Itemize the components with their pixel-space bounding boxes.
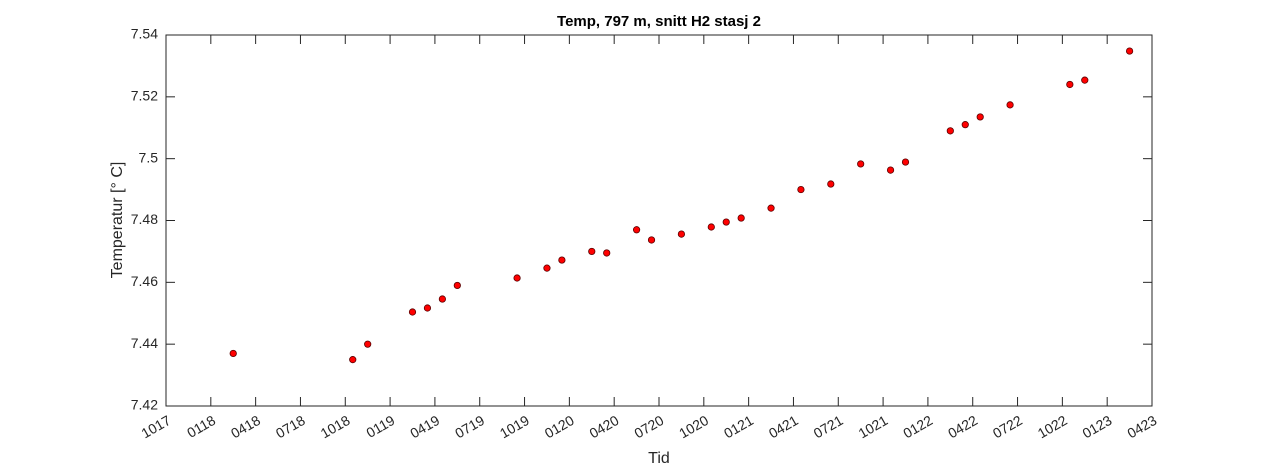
x-tick-label: 0121 — [721, 412, 756, 442]
x-tick-label: 0422 — [945, 412, 980, 442]
y-tick-label: 7.46 — [131, 273, 158, 289]
data-point — [737, 214, 745, 222]
x-tick-label: 0420 — [587, 412, 622, 442]
data-point — [647, 236, 656, 244]
data-point — [886, 166, 895, 174]
data-point — [857, 160, 865, 168]
x-tick-label: 0118 — [184, 412, 218, 441]
y-tick-label: 7.48 — [131, 211, 158, 227]
x-tick-label: 1020 — [676, 412, 711, 442]
plot-area — [165, 34, 1153, 407]
x-tick-label: 1019 — [497, 412, 532, 442]
x-tick-label: 0421 — [766, 412, 801, 442]
data-point — [901, 158, 910, 166]
x-tick-label: 1017 — [138, 412, 173, 442]
data-point — [1066, 80, 1074, 89]
x-tick-label: 0721 — [811, 412, 846, 442]
data-point — [453, 281, 461, 290]
data-point — [349, 356, 357, 364]
data-point — [588, 247, 596, 256]
y-axis-label: Temperatur [° C] — [109, 162, 126, 279]
data-point — [1125, 47, 1134, 55]
data-point — [438, 295, 446, 303]
data-point — [1006, 101, 1014, 109]
data-point — [1081, 76, 1089, 84]
y-tick-label: 7.5 — [139, 149, 159, 165]
data-point — [767, 204, 775, 212]
data-point — [677, 230, 686, 238]
x-tick-label: 0419 — [407, 412, 442, 442]
data-point — [229, 349, 237, 358]
data-point — [722, 218, 730, 226]
data-point — [558, 256, 566, 264]
data-point — [408, 308, 417, 316]
x-tick-label: 1018 — [318, 412, 353, 442]
data-point — [423, 304, 432, 312]
data-point — [976, 113, 984, 121]
data-point — [961, 121, 969, 129]
x-tick-label: 0120 — [542, 412, 577, 442]
x-tick-label: 0718 — [273, 412, 308, 442]
x-tick-label: 0423 — [1124, 412, 1159, 442]
data-point — [707, 223, 715, 231]
y-tick-label: 7.54 — [131, 26, 158, 42]
x-tick-label: 0719 — [452, 412, 487, 442]
data-point — [797, 185, 805, 194]
data-point — [513, 274, 521, 282]
data-point — [603, 249, 611, 257]
x-axis-label: Tid — [648, 450, 670, 467]
y-tick-label: 7.44 — [131, 335, 158, 351]
x-tick-label: 1022 — [1035, 412, 1070, 442]
x-tick-label: 0418 — [228, 412, 263, 442]
y-tick-label: 7.52 — [131, 88, 158, 104]
x-tick-label: 0722 — [990, 412, 1025, 442]
data-point — [364, 340, 372, 348]
data-point — [632, 226, 641, 234]
x-tick-label: 1021 — [855, 412, 890, 442]
x-tick-label: 0119 — [363, 412, 397, 441]
data-point — [543, 264, 551, 272]
x-tick-label: 0720 — [631, 412, 666, 442]
x-tick-label: 0123 — [1080, 412, 1115, 442]
data-point — [946, 127, 954, 135]
chart-title: Temp, 797 m, snitt H2 stasj 2 — [557, 13, 761, 30]
y-tick-label: 7.42 — [131, 397, 158, 413]
x-tick-label: 0122 — [900, 412, 935, 442]
data-point — [827, 180, 835, 188]
